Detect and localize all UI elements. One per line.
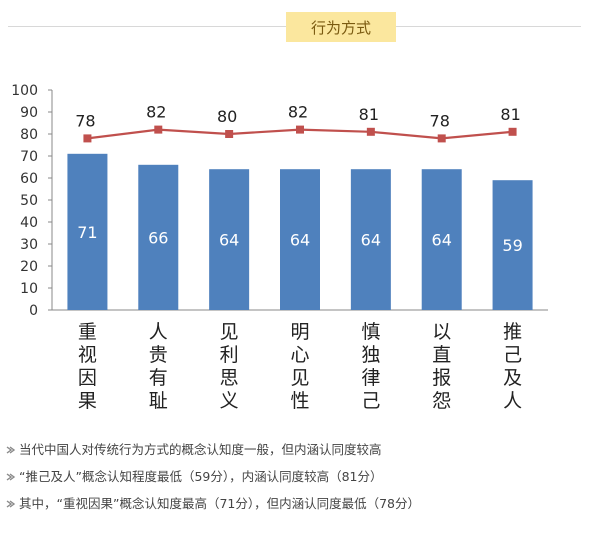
bar [67,153,108,310]
y-tick-label: 30 [20,237,38,253]
x-tick-label: 以直报怨 [432,321,451,412]
line-value-label: 78 [430,111,450,130]
line-value-label: 82 [146,103,166,122]
line-series: 78 82 80 82 81 78 81 [75,103,521,143]
y-tick-label: 40 [20,215,38,231]
y-tick-label: 80 [20,127,38,143]
y-tick-label: 60 [20,171,38,187]
line-point [508,127,517,136]
y-tick-label: 70 [20,149,38,165]
line-value-label: 81 [359,105,379,124]
section-title: 行为方式 [286,12,396,42]
bar [138,164,179,310]
bar-value-label: 66 [148,228,168,247]
note-text: 当代中国人对传统行为方式的概念认知度一般，但内涵认同度较高 [19,442,382,457]
x-tick-label: 慎独律己 [361,321,380,412]
bar [350,169,391,310]
line-value-label: 81 [500,105,520,124]
bar-value-label: 64 [290,231,310,250]
x-axis-labels: 重视因果 人贵有耻 见利思义 明心见性 慎独律己 以直报怨 推己及人 [78,321,522,412]
y-axis: 0 10 20 30 40 50 60 70 80 90 100 [11,83,548,319]
note-3: 其中，“重视因果”概念认知度最高（71分），但内涵认同度最低（78分） [6,490,586,517]
bar-value-label: 71 [77,223,97,242]
line-point [154,125,163,134]
notes: 当代中国人对传统行为方式的概念认知度一般，但内涵认同度较高 “推己及人”概念认知… [6,436,586,517]
bar [421,169,462,310]
bar-series: 71 66 64 64 64 64 59 [67,153,533,310]
bullet-icon [6,445,16,454]
bar-value-label: 64 [219,231,239,250]
x-tick-label: 明心见性 [290,321,309,412]
x-tick-label: 人贵有耻 [149,321,168,412]
note-text: “推己及人”概念认知程度最低（59分），内涵认同度较高（81分） [19,469,383,484]
bar [280,169,320,310]
note-1: 当代中国人对传统行为方式的概念认知度一般，但内涵认同度较高 [6,436,586,463]
x-tick-label: 见利思义 [220,321,239,412]
y-tick-label: 50 [20,193,38,209]
y-tick-label: 20 [20,259,38,275]
line-point [296,125,304,134]
bar-value-label: 64 [432,231,452,250]
bar-value-label: 64 [361,231,381,250]
y-tick-label: 0 [29,303,38,319]
line-value-label: 80 [217,107,237,126]
bar [492,180,533,310]
line-value-label: 82 [288,103,308,122]
x-tick-label: 推己及人 [503,321,522,412]
note-text: 其中，“重视因果”概念认知度最高（71分），但内涵认同度最低（78分） [19,496,421,511]
y-tick-label: 10 [20,281,38,297]
bullet-icon [6,499,16,508]
bar-value-label: 59 [502,236,522,255]
x-tick-label: 重视因果 [78,321,97,412]
line-value-label: 78 [75,111,95,130]
note-2: “推己及人”概念认知程度最低（59分），内涵认同度较高（81分） [6,463,586,490]
bullet-icon [6,472,16,481]
line-point [83,134,92,143]
line-point [437,134,446,143]
y-tick-label: 90 [20,105,38,121]
chart: 0 10 20 30 40 50 60 70 80 90 100 71 66 64 64 64 64 59 78… [11,78,548,414]
bar [209,169,250,310]
line-point [366,127,375,136]
line-point [225,130,234,138]
y-tick-label: 100 [11,83,38,99]
